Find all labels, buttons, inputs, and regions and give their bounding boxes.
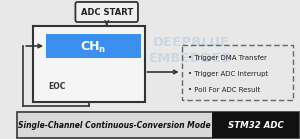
Text: CH: CH (81, 40, 100, 53)
FancyBboxPatch shape (75, 2, 138, 22)
Text: STM32 ADC: STM32 ADC (227, 121, 284, 130)
Bar (17, 112, 299, 138)
Text: ADC START: ADC START (81, 8, 133, 17)
Text: EMBEDDED: EMBEDDED (149, 52, 233, 64)
Bar (212, 112, 299, 138)
Text: • Trigger ADC Interrupt: • Trigger ADC Interrupt (188, 71, 268, 77)
Bar (33, 26, 145, 102)
Text: n: n (98, 44, 104, 54)
Text: • Poll For ADC Result: • Poll For ADC Result (188, 87, 260, 93)
Text: Single-Channel Continuous-Conversion Mode: Single-Channel Continuous-Conversion Mod… (18, 121, 211, 130)
Bar (182, 45, 293, 100)
Text: • Trigger DMA Transfer: • Trigger DMA Transfer (188, 55, 267, 61)
Bar (46, 34, 141, 58)
Text: EOC: EOC (49, 81, 66, 90)
Text: DEEPBLUE: DEEPBLUE (152, 35, 230, 49)
